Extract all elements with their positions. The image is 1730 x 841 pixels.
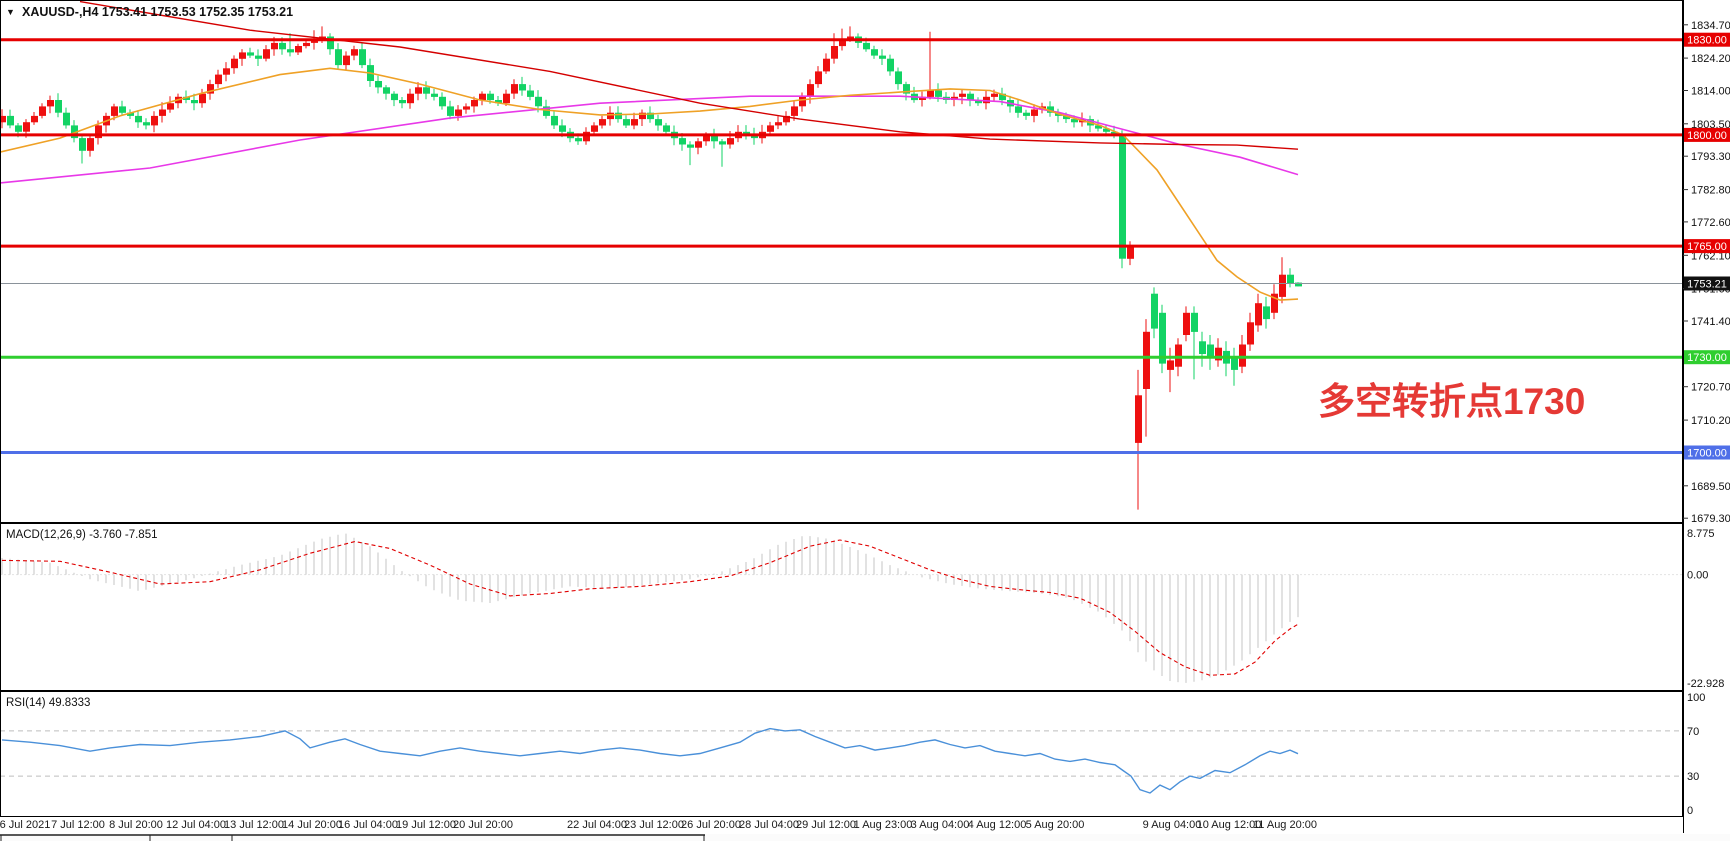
time-label: 13 Jul 12:00 [224,819,284,831]
price-tick-label: 1803.50 [1691,119,1730,131]
macd-tick-label: -22.928 [1687,678,1724,690]
moving-averages [0,0,1299,301]
price-tick-label: 1772.60 [1691,217,1730,229]
time-label: 10 Aug 12:00 [1197,819,1262,831]
price-tick-label: 1782.80 [1691,185,1730,197]
panel-border [0,0,1683,523]
panel-border [0,523,1683,691]
candlestick-series[interactable] [0,26,1302,510]
price-tick-label: 1679.30 [1691,513,1730,525]
price-badge-1730.00: 1730.00 [1684,350,1730,365]
symbol-dropdown-icon[interactable]: ▼ [6,7,15,17]
macd-panel[interactable] [0,533,1683,683]
time-label: 22 Jul 04:00 [567,819,627,831]
price-tick-label: 1793.30 [1691,151,1730,163]
time-label: 5 Aug 20:00 [1026,819,1085,831]
price-tick-label: 1689.50 [1691,481,1730,493]
time-label: 3 Aug 04:00 [911,819,970,831]
macd-tick-label: 8.775 [1687,528,1715,540]
price-tick-label: 1741.40 [1691,316,1730,328]
svg-text:1800.00: 1800.00 [1687,130,1727,142]
price-tick-label: 1710.20 [1691,415,1730,427]
price-badge-1800.00: 1800.00 [1684,127,1730,142]
price-tick-label: 1814.00 [1691,86,1730,98]
time-label: 20 Jul 20:00 [453,819,513,831]
rsi-tick-label: 70 [1687,726,1699,738]
chart-title: XAUUSD-,H4 1753.41 1753.53 1752.35 1753.… [22,5,293,19]
time-label: 16 Jul 04:00 [338,819,398,831]
time-label: 9 Aug 04:00 [1143,819,1202,831]
time-label: 8 Jul 20:00 [109,819,163,831]
svg-text:1700.00: 1700.00 [1687,448,1727,460]
svg-text:1765.00: 1765.00 [1687,241,1727,253]
time-label: 26 Jul 20:00 [681,819,741,831]
annotation-text[interactable]: 多空转折点1730 [1318,381,1585,422]
price-tick-label: 1762.10 [1691,250,1730,262]
svg-text:1830.00: 1830.00 [1687,35,1727,47]
rsi-tick-label: 30 [1687,771,1699,783]
time-label: 6 Jul 2021 [0,819,50,831]
price-badge-1700.00: 1700.00 [1684,445,1730,460]
macd-indicator-label: MACD(12,26,9) -3.760 -7.851 [6,529,158,541]
time-label: 1 Aug 23:00 [854,819,913,831]
time-label: 11 Aug 20:00 [1253,819,1317,831]
time-label: 14 Jul 20:00 [282,819,342,831]
horizontal-level-lines[interactable] [0,38,1683,454]
time-label: 7 Jul 12:00 [51,819,105,831]
panel-border [0,691,1683,817]
rsi-tick-label: 0 [1687,805,1693,817]
price-badge-1830.00: 1830.00 [1684,32,1730,47]
time-label: 23 Jul 12:00 [624,819,684,831]
time-label: 4 Aug 12:00 [968,819,1027,831]
svg-text:1730.00: 1730.00 [1687,352,1727,364]
price-tick-label: 1720.70 [1691,382,1730,394]
time-label: 19 Jul 12:00 [396,819,456,831]
rsi-panel[interactable] [0,727,1683,794]
time-axis: 6 Jul 2021 7 Jul 12:00 8 Jul 20:00 12 Jul 0… [0,819,1317,831]
time-label: 12 Jul 04:00 [166,819,226,831]
rsi-tick-label: 100 [1687,692,1705,704]
svg-text:1753.21: 1753.21 [1687,279,1727,291]
time-label: 29 Jul 12:00 [796,819,856,831]
macd-tick-label: 0.00 [1687,570,1708,582]
price-badge-1753.21: 1753.21 [1684,276,1730,291]
status-strip [0,834,1730,841]
price-tick-label: 1824.20 [1691,53,1730,65]
price-badge-1765.00: 1765.00 [1684,239,1730,254]
rsi-indicator-label: RSI(14) 49.8333 [6,697,90,709]
price-tick-label: 1834.70 [1691,20,1730,32]
time-label: 28 Jul 04:00 [739,819,799,831]
price-axis: 1834.70 1824.20 1814.00 1803.50 1793.30 1782.… [1683,0,1730,833]
